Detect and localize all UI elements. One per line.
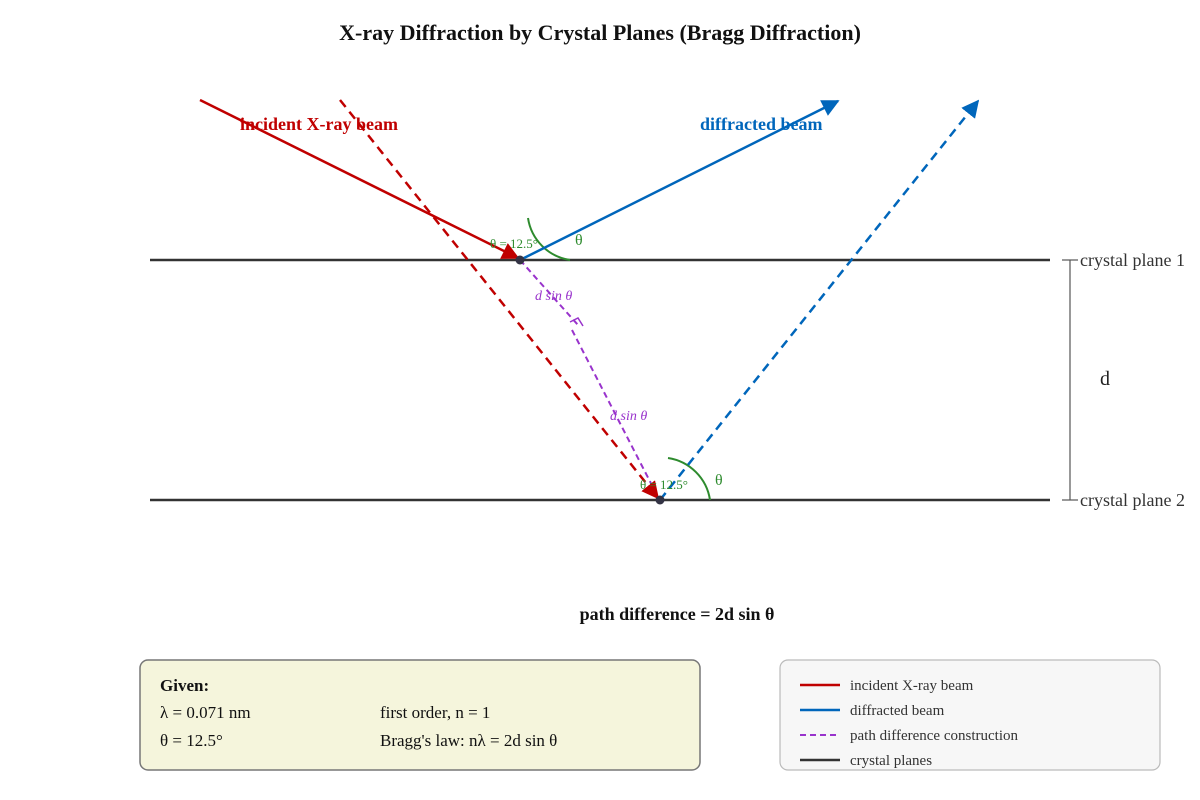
incident-beam-2 — [339, 99, 660, 500]
crystal-plane-2-label: crystal plane 2 — [1080, 490, 1185, 510]
diagram-title: X-ray Diffraction by Crystal Planes (Bra… — [339, 20, 861, 45]
incident-beam-label: incident X-ray beam — [240, 114, 398, 134]
crystal-plane-1-label: crystal plane 1 — [1080, 250, 1185, 270]
legend-label-planes: crystal planes — [850, 753, 932, 769]
spacing-bracket — [1062, 259, 1078, 501]
diffracted-beam-2 — [659, 99, 980, 501]
spacing-label: d — [1100, 368, 1110, 390]
angle-arc-top — [527, 217, 571, 261]
legend-label-path-difference: path difference construction — [850, 728, 1018, 744]
path-difference-formula: path difference = 2d sin θ — [580, 604, 775, 624]
angle-value-bottom: θ = 12.5° — [640, 477, 688, 492]
theta-label-top: θ — [575, 232, 583, 249]
d-sin-theta-label-2: d sin θ — [610, 409, 647, 424]
incident-beam-1 — [199, 98, 520, 260]
angle-arc-bottom — [667, 457, 711, 501]
diffracted-beam-label: diffracted beam — [700, 114, 822, 134]
legend-label-diffracted: diffracted beam — [850, 703, 945, 719]
reflection-point-1 — [515, 255, 525, 265]
angle-value-top: θ = 12.5° — [490, 236, 538, 251]
d-sin-theta-label-1: d sin θ — [535, 289, 572, 304]
given-order: first order, n = 1 — [380, 703, 490, 722]
diffracted-beam-1 — [519, 99, 840, 262]
path-difference-segment-2 — [571, 329, 659, 498]
given-law: Bragg's law: nλ = 2d sin θ — [380, 731, 557, 750]
path-difference-segment-1 — [519, 259, 579, 326]
legend-label-incident: incident X-ray beam — [850, 678, 974, 694]
right-angle-mark — [569, 317, 584, 327]
reflection-point-2 — [655, 495, 665, 505]
legend: incident X-ray beam diffracted beam path… — [779, 659, 1161, 771]
given-box: Given: λ = 0.071 nm θ = 12.5° first orde… — [139, 659, 701, 771]
given-wavelength: λ = 0.071 nm — [160, 703, 251, 722]
given-angle: θ = 12.5° — [160, 731, 223, 750]
given-heading: Given: — [160, 676, 209, 695]
theta-label-bottom: θ — [715, 472, 723, 489]
